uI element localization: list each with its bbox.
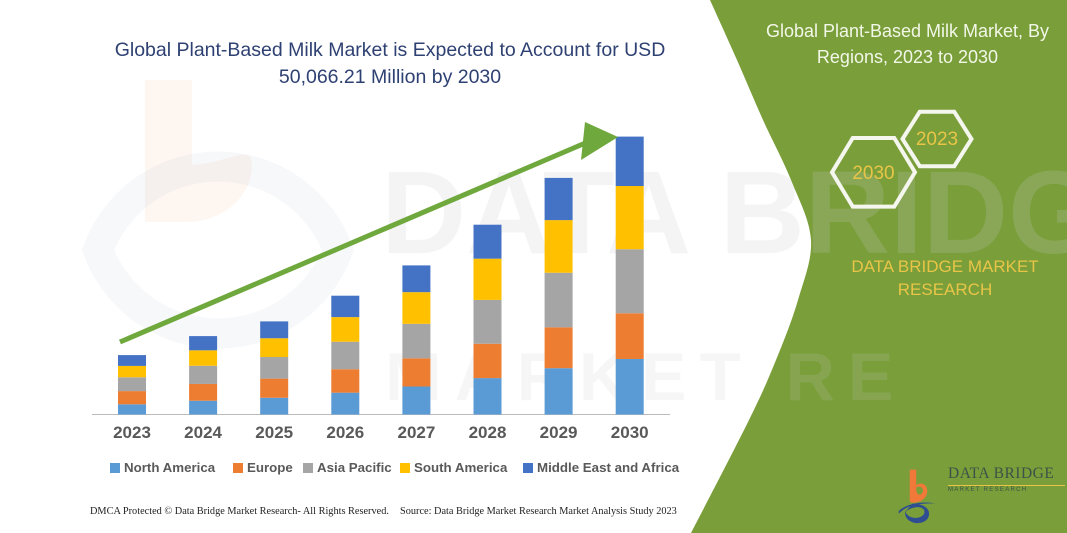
svg-text:2023: 2023: [916, 129, 958, 150]
svg-text:2030: 2030: [852, 163, 894, 184]
